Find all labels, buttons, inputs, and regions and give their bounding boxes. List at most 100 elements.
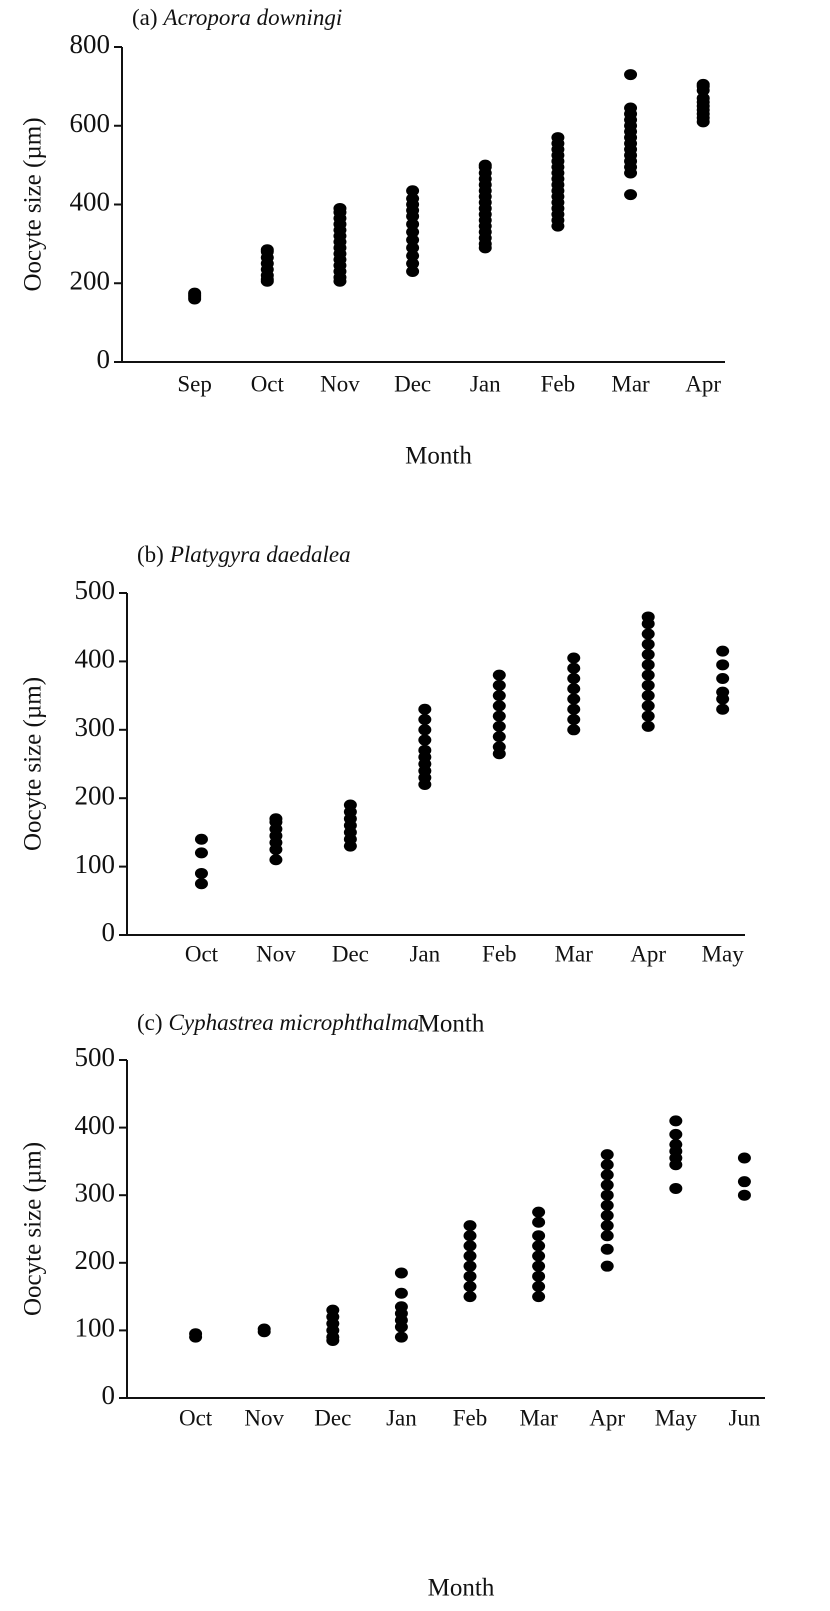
data-point — [478, 159, 492, 171]
data-point — [406, 242, 420, 254]
data-point — [188, 287, 202, 299]
data-point — [189, 1328, 203, 1340]
data-point — [326, 1304, 340, 1316]
panel-label: (c) — [137, 1010, 163, 1035]
y-tick-label: 300 — [75, 712, 116, 742]
data-point — [532, 1230, 546, 1242]
data-point — [641, 679, 655, 691]
data-point — [260, 244, 274, 256]
data-point — [669, 1115, 683, 1127]
data-point — [641, 700, 655, 712]
data-point — [406, 193, 420, 205]
panel-title: (a) Acropora downingi — [132, 5, 342, 30]
y-axis-title: Oocyte size (µm) — [20, 1142, 47, 1316]
data-point — [532, 1270, 546, 1282]
data-point — [532, 1240, 546, 1252]
x-tick-label: Nov — [320, 371, 360, 396]
x-tick-label: Feb — [541, 371, 576, 396]
x-tick-label: Apr — [685, 371, 721, 396]
y-tick-label: 200 — [70, 265, 111, 295]
x-tick-label: Mar — [519, 1405, 558, 1430]
data-point — [492, 720, 506, 732]
data-point — [600, 1209, 614, 1221]
x-tick-label: Apr — [630, 941, 666, 966]
data-point — [551, 132, 565, 144]
data-point — [641, 669, 655, 681]
data-point — [269, 813, 283, 825]
panel-title: (c) Cyphastrea microphthalma — [137, 1010, 419, 1035]
data-point — [463, 1220, 477, 1232]
data-point — [532, 1216, 546, 1228]
data-point — [716, 659, 730, 671]
data-point — [418, 744, 432, 756]
y-axis-title: Oocyte size (µm) — [20, 117, 47, 291]
data-point — [641, 649, 655, 661]
data-point — [406, 226, 420, 238]
y-tick-label: 400 — [75, 644, 116, 674]
data-point — [406, 250, 420, 262]
data-point — [394, 1267, 408, 1279]
data-point — [737, 1189, 751, 1201]
data-point — [696, 78, 710, 90]
data-point — [418, 734, 432, 746]
data-point — [567, 693, 581, 705]
x-tick-label: Apr — [589, 1405, 625, 1430]
x-tick-label: Dec — [314, 1405, 351, 1430]
x-axis-title: Month — [428, 1575, 495, 1602]
data-point — [669, 1182, 683, 1194]
species-name: Acropora downingi — [162, 5, 343, 30]
y-tick-label: 100 — [75, 849, 116, 879]
data-point — [492, 669, 506, 681]
data-point — [406, 265, 420, 277]
y-tick-label: 500 — [75, 1042, 116, 1072]
data-point — [394, 1287, 408, 1299]
data-point — [532, 1250, 546, 1262]
data-point — [641, 628, 655, 640]
data-point — [492, 690, 506, 702]
x-axis-title: Month — [405, 443, 472, 470]
data-point — [641, 690, 655, 702]
y-tick-label: 400 — [70, 187, 111, 217]
x-tick-label: Sep — [177, 371, 212, 396]
x-tick-label: May — [655, 1405, 698, 1430]
y-tick-label: 400 — [75, 1110, 116, 1140]
data-point — [418, 724, 432, 736]
data-point — [716, 686, 730, 698]
data-point — [600, 1189, 614, 1201]
y-tick-label: 0 — [102, 917, 116, 947]
data-point — [194, 867, 208, 879]
panel-label: (b) — [137, 542, 164, 567]
data-point — [463, 1291, 477, 1303]
data-point — [406, 258, 420, 270]
data-point — [600, 1149, 614, 1161]
data-point — [600, 1179, 614, 1191]
data-point — [624, 69, 638, 81]
x-tick-label: Mar — [555, 941, 594, 966]
y-tick-label: 100 — [75, 1313, 116, 1343]
x-tick-label: Oct — [251, 371, 285, 396]
data-point — [406, 185, 420, 197]
data-point — [194, 878, 208, 890]
data-point — [696, 92, 710, 104]
data-point — [257, 1323, 271, 1335]
data-point — [406, 234, 420, 246]
data-point — [600, 1220, 614, 1232]
data-point — [269, 854, 283, 866]
data-point — [624, 189, 638, 201]
data-point — [567, 683, 581, 695]
species-name: Cyphastrea microphthalma — [169, 1010, 420, 1035]
data-point — [567, 703, 581, 715]
data-point — [624, 102, 638, 114]
data-point — [600, 1169, 614, 1181]
x-tick-label: Jun — [728, 1405, 760, 1430]
data-point — [641, 611, 655, 623]
data-point — [567, 714, 581, 726]
data-point — [463, 1270, 477, 1282]
data-point — [669, 1128, 683, 1140]
data-point — [194, 833, 208, 845]
data-point — [406, 218, 420, 230]
data-point — [641, 638, 655, 650]
x-tick-label: Dec — [394, 371, 431, 396]
x-tick-label: Oct — [179, 1405, 213, 1430]
